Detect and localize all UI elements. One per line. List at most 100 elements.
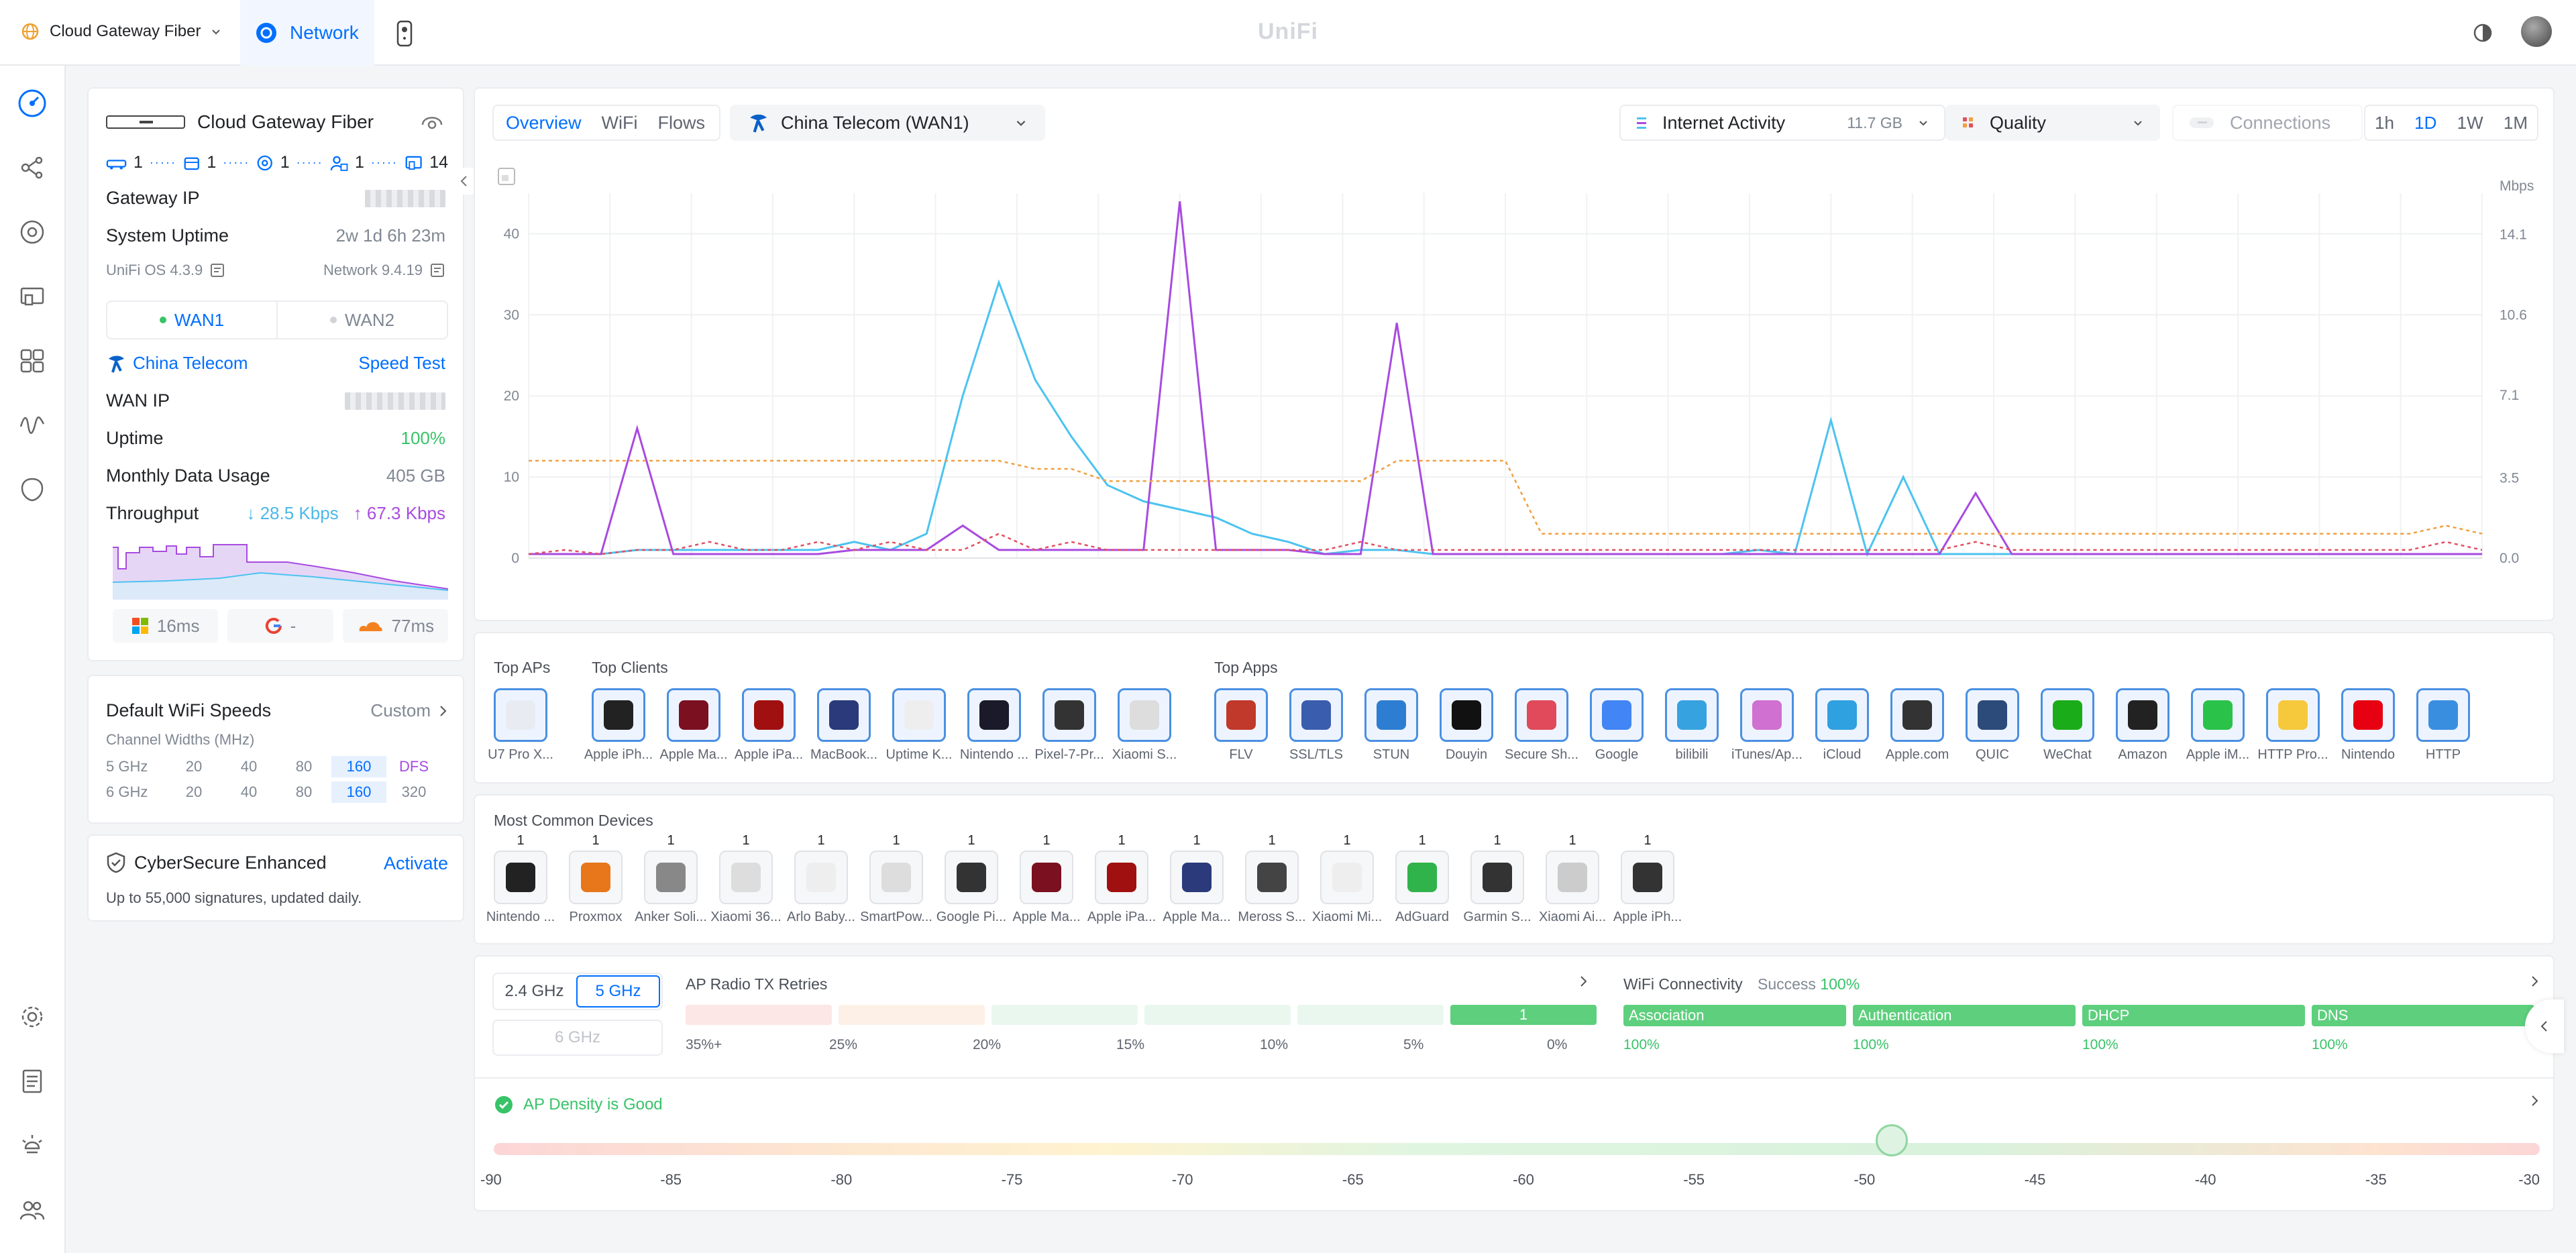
connectivity-chevron-icon[interactable] [2530, 974, 2540, 989]
wan2-tab[interactable]: WAN2 [278, 302, 447, 338]
app-tile[interactable] [1364, 688, 1418, 742]
band-6ghz[interactable]: 6 GHz [492, 1020, 663, 1056]
range-1m[interactable]: 1M [2503, 112, 2528, 133]
device-tile[interactable] [1395, 851, 1449, 904]
speed-test-link[interactable]: Speed Test [358, 353, 445, 373]
device-tile[interactable] [494, 851, 547, 904]
retries-chevron-icon[interactable] [1579, 974, 1589, 989]
release-notes-icon[interactable] [209, 262, 225, 278]
sidebar-item-topology[interactable] [16, 152, 48, 184]
client-tile[interactable] [1042, 688, 1096, 742]
sidebar-item-admins[interactable] [16, 1194, 48, 1226]
sidebar-item-alerts[interactable] [16, 1130, 48, 1162]
connections-toggle[interactable]: Connections [2172, 105, 2363, 141]
tab-wifi[interactable]: WiFi [601, 112, 638, 133]
client-tile[interactable] [1118, 688, 1171, 742]
device-tile[interactable] [945, 851, 998, 904]
sidebar-item-dashboard[interactable] [16, 87, 48, 119]
gateway-settings-icon[interactable] [420, 111, 444, 131]
chart-expand-icon[interactable] [496, 166, 517, 186]
metric-select[interactable]: Internet Activity 11.7 GB [1619, 105, 1945, 141]
device-tile[interactable] [1621, 851, 1674, 904]
device-tile[interactable] [1320, 851, 1374, 904]
wan1-tab[interactable]: WAN1 [107, 302, 278, 338]
wan-select[interactable]: China Telecom (WAN1) [730, 105, 1045, 141]
sidebar-item-devices[interactable] [16, 216, 48, 248]
device-tile[interactable] [1170, 851, 1224, 904]
band-5ghz[interactable]: 5 GHz [576, 975, 660, 1007]
collapse-panel-button[interactable] [453, 168, 475, 195]
app-tile[interactable] [1214, 688, 1268, 742]
client-tile[interactable] [742, 688, 796, 742]
device-tile[interactable] [719, 851, 773, 904]
range-1h[interactable]: 1h [2375, 112, 2394, 133]
quality-select[interactable]: Quality [1945, 105, 2160, 141]
client-tile[interactable] [967, 688, 1021, 742]
sidebar-item-radios[interactable] [16, 409, 48, 441]
channel-cell[interactable]: 80 [295, 758, 313, 775]
app-tile[interactable] [2116, 688, 2169, 742]
channel-cell[interactable]: 40 [240, 783, 258, 800]
density-chevron-icon[interactable] [2530, 1093, 2540, 1108]
internet-activity-chart[interactable]: 0102030400.03.57.110.614.1Mbps18:0022:00… [475, 156, 2555, 571]
client-tile[interactable] [817, 688, 871, 742]
app-tile[interactable] [2266, 688, 2320, 742]
device-tile[interactable] [569, 851, 623, 904]
tab-network[interactable]: Network [240, 0, 374, 66]
channel-cell-selected[interactable]: 160 [331, 756, 386, 777]
app-label: bilibili [1675, 747, 1709, 762]
sidebar-item-clients[interactable] [16, 280, 48, 313]
client-tile[interactable] [667, 688, 720, 742]
sidebar-item-logs[interactable] [16, 1065, 48, 1097]
protect-app-icon[interactable] [396, 20, 413, 47]
wifi-speeds-mode[interactable]: Custom [370, 700, 448, 721]
band-2-4ghz[interactable]: 2.4 GHz [504, 982, 564, 1000]
sidebar-item-settings[interactable] [16, 1001, 48, 1033]
tab-flows[interactable]: Flows [657, 112, 706, 133]
app-tile[interactable] [1590, 688, 1644, 742]
device-tile[interactable] [644, 851, 698, 904]
app-tile[interactable] [1815, 688, 1869, 742]
ap-tile[interactable] [494, 688, 547, 742]
app-tile[interactable] [2341, 688, 2395, 742]
channel-cell[interactable]: 20 [185, 758, 203, 775]
channel-cell[interactable]: 20 [185, 783, 203, 800]
app-tile[interactable] [1890, 688, 1944, 742]
app-tile[interactable] [1665, 688, 1719, 742]
sidebar-item-security[interactable] [16, 474, 48, 506]
device-tile[interactable] [1020, 851, 1073, 904]
device-tile[interactable] [1470, 851, 1524, 904]
theme-toggle-icon[interactable] [2473, 23, 2493, 43]
sidebar-item-insights[interactable] [16, 345, 48, 377]
range-1d[interactable]: 1D [2414, 112, 2437, 133]
avatar[interactable] [2521, 16, 2552, 47]
activate-link[interactable]: Activate [383, 853, 448, 873]
app-tile[interactable] [2191, 688, 2245, 742]
app-tile[interactable] [2416, 688, 2470, 742]
range-1w[interactable]: 1W [2457, 112, 2483, 133]
client-tile[interactable] [892, 688, 946, 742]
device-tile[interactable] [1245, 851, 1299, 904]
app-tile[interactable] [1740, 688, 1794, 742]
tab-network-label: Network [290, 22, 359, 43]
client-tile[interactable] [592, 688, 645, 742]
app-tile[interactable] [1966, 688, 2019, 742]
channel-cell-dfs[interactable]: DFS [399, 758, 429, 775]
device-tile[interactable] [1095, 851, 1148, 904]
gateway-selector[interactable]: Cloud Gateway Fiber [20, 21, 222, 42]
channel-cell[interactable]: 80 [295, 783, 313, 800]
channel-cell[interactable]: 40 [240, 758, 258, 775]
release-notes-icon[interactable] [429, 262, 445, 278]
device-tile[interactable] [794, 851, 848, 904]
app-tile[interactable] [1289, 688, 1343, 742]
app-tile[interactable] [2041, 688, 2094, 742]
side-drawer-toggle[interactable] [2525, 999, 2564, 1053]
channel-cell[interactable]: 320 [401, 783, 427, 800]
device-thumb-icon [581, 863, 610, 892]
app-tile[interactable] [1440, 688, 1493, 742]
channel-cell-selected[interactable]: 160 [331, 781, 386, 803]
tab-overview[interactable]: Overview [506, 112, 582, 133]
app-tile[interactable] [1515, 688, 1568, 742]
device-tile[interactable] [869, 851, 923, 904]
device-tile[interactable] [1546, 851, 1599, 904]
